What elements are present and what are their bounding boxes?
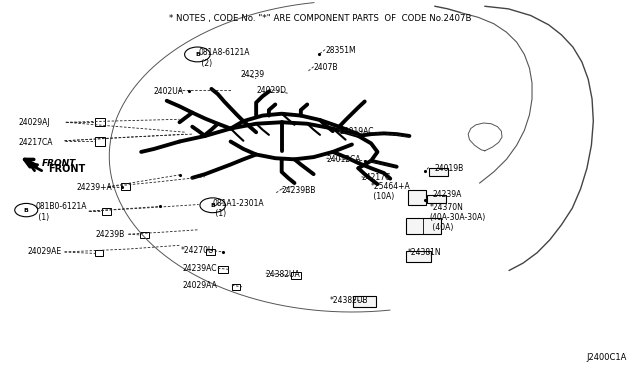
Text: 24029AJ: 24029AJ [19,119,50,128]
Bar [95,250,103,256]
Bar [353,296,376,307]
Text: 24019AC: 24019AC [339,126,374,136]
Text: J2400C1A: J2400C1A [586,353,627,362]
Bar [206,248,215,255]
Text: 24012CA: 24012CA [326,155,361,164]
Text: *24381N: *24381N [408,248,442,257]
Text: FRONT: FRONT [49,164,86,174]
Text: * NOTES , CODE No. "*" ARE COMPONENT PARTS  OF  CODE No.2407B: * NOTES , CODE No. "*" ARE COMPONENT PAR… [169,14,471,23]
Text: 24029AA: 24029AA [182,281,218,290]
Text: 2402UA: 2402UA [154,87,184,96]
Text: 2407B: 2407B [314,63,338,72]
Text: 24217CA: 24217CA [19,138,53,147]
Bar [140,232,149,238]
Text: 081B0-6121A
 (1): 081B0-6121A (1) [36,202,87,222]
Bar [218,266,228,273]
Text: 081A8-6121A
 (2): 081A8-6121A (2) [198,48,250,68]
Bar [406,218,442,234]
Bar [232,284,239,289]
Text: 24382UA: 24382UA [266,270,300,279]
Bar [102,208,111,215]
Text: *24370N
(40A-30A-30A)
 (40A): *24370N (40A-30A-30A) (40A) [430,203,486,232]
Text: 24239B: 24239B [95,230,124,240]
Text: 24217C: 24217C [362,173,391,182]
Text: B: B [195,52,200,57]
Text: *24270U: *24270U [180,246,214,255]
Bar [291,272,301,279]
Text: B: B [211,203,215,208]
Text: 24239: 24239 [240,70,264,79]
Text: B: B [24,208,29,212]
Text: *25464+A
 (10A): *25464+A (10A) [371,182,411,201]
Bar [429,168,448,176]
Text: 24239BB: 24239BB [282,186,316,195]
Bar [95,137,106,145]
Text: 081A1-2301A
 (1): 081A1-2301A (1) [212,199,264,218]
Text: 28351M: 28351M [325,46,356,55]
Text: 24019B: 24019B [435,164,464,173]
Text: 24239AC: 24239AC [182,264,217,273]
Text: 24239A: 24239A [433,190,462,199]
Bar [121,183,130,190]
Text: 24029D: 24029D [256,86,286,95]
Text: 24239+A: 24239+A [76,183,112,192]
Text: 24029AE: 24029AE [28,247,61,256]
Bar [406,251,431,262]
Text: FRONT: FRONT [42,159,76,168]
Bar [408,190,426,205]
Text: *24382UB: *24382UB [330,296,369,305]
Bar [428,195,447,203]
Bar [95,118,106,126]
